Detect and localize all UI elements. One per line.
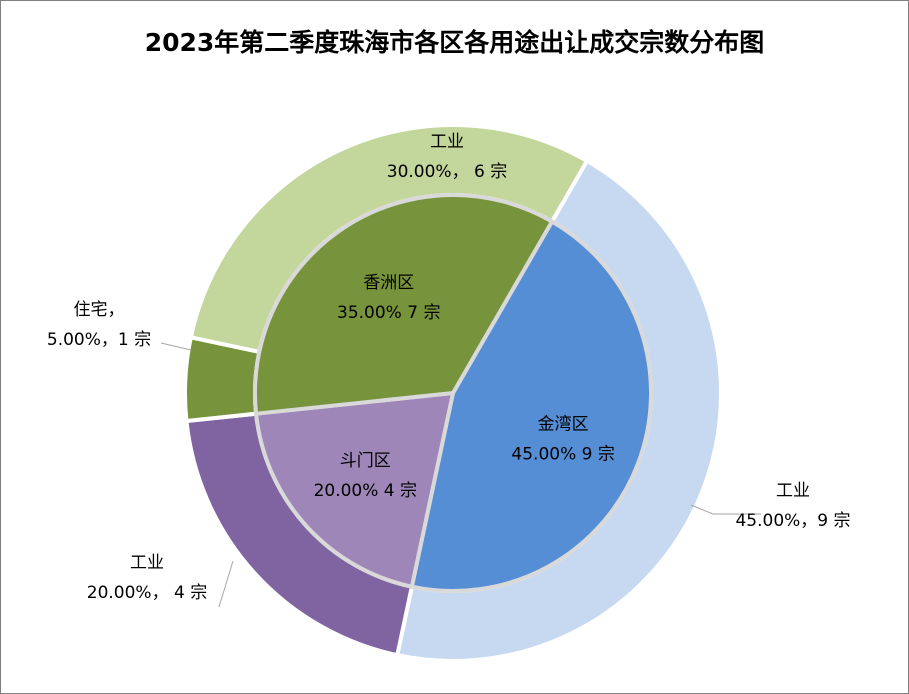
outer-label-0: 工业 45.00%，9 宗 (735, 481, 850, 531)
inner-label-0: 金湾区 45.00% 9 宗 (511, 414, 614, 464)
outer-leader-line-1 (218, 560, 234, 608)
chart-title: 2023年第二季度珠海市各区各用途出让成交宗数分布图 (144, 28, 765, 57)
outer-leader-line-0 (690, 504, 761, 515)
outer-label-2: 住宅， 5.00%，1 宗 (47, 300, 151, 350)
outer-label-3: 工业 30.00%， 6 宗 (387, 132, 507, 182)
outer-label-1: 工业 20.00%， 4 宗 (87, 553, 207, 603)
inner-slice-0 (409, 218, 653, 593)
inner-slice-1 (253, 390, 456, 590)
inner-label-1: 斗门区 20.00% 4 宗 (314, 451, 417, 501)
inner-slice-2 (253, 193, 555, 416)
inner-label-2: 香洲区 35.00% 7 宗 (337, 273, 440, 323)
outer-leader-line-2 (160, 342, 192, 351)
